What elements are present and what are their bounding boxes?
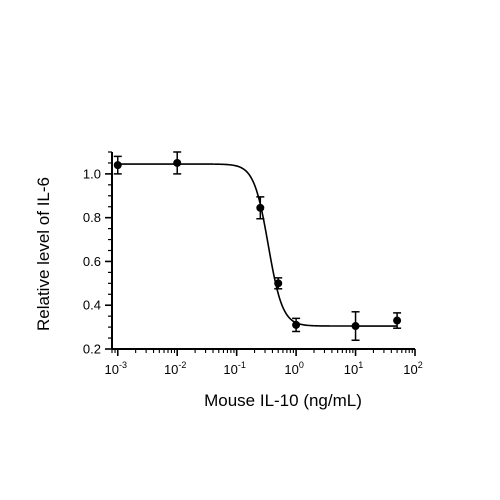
y-tick-label: 0.2 — [83, 342, 101, 357]
fit-curve — [117, 163, 398, 327]
data-point — [113, 155, 122, 175]
data-point — [173, 151, 182, 175]
point-marker — [173, 158, 182, 167]
y-axis-title: Relative level of IL-6 — [34, 177, 53, 331]
y-tick-label: 0.8 — [83, 210, 101, 225]
fit-curve-layer — [117, 163, 398, 327]
data-point — [351, 311, 360, 341]
point-marker — [292, 320, 301, 329]
data-point — [274, 277, 283, 290]
point-marker — [113, 161, 122, 170]
point-marker — [274, 279, 283, 288]
x-tick-label: 102 — [403, 360, 422, 377]
x-tick-label: 10-1 — [223, 360, 245, 377]
axes: 0.2 0.4 0.6 0.8 1.0 10-3 10-2 10-1 100 101 102 — [83, 151, 423, 377]
y-tick-label: 1.0 — [83, 166, 101, 181]
y-tick-label: 0.6 — [83, 254, 101, 269]
data-point — [256, 196, 265, 220]
x-tick-label: 10-2 — [164, 360, 186, 377]
data-points-layer — [113, 151, 402, 341]
y-tick-label: 0.4 — [83, 298, 101, 313]
data-point — [292, 317, 301, 333]
x-tick-label: 100 — [284, 360, 303, 377]
point-marker — [393, 316, 402, 325]
point-marker — [256, 203, 265, 212]
x-axis-title: Mouse IL-10 (ng/mL) — [204, 391, 362, 410]
x-tick-label: 101 — [344, 360, 363, 377]
data-point — [393, 312, 402, 329]
point-marker — [351, 322, 360, 331]
x-tick-label: 10-3 — [105, 360, 127, 377]
